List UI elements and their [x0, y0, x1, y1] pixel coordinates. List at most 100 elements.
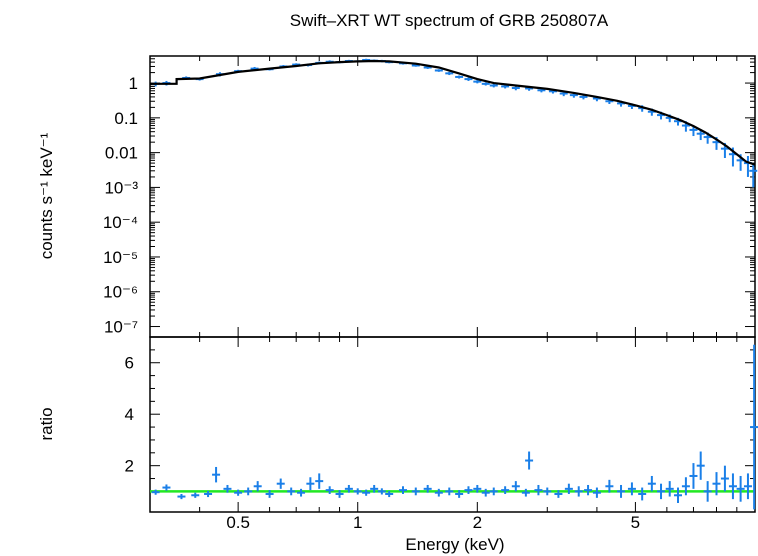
ratio-data-point: [750, 344, 758, 510]
ratio-data-point: [638, 487, 647, 501]
ratio-data-point: [743, 473, 752, 500]
x-tick-label-3: 5: [631, 513, 640, 532]
ratio-data-point: [434, 488, 443, 497]
x-axis-label: Energy (keV): [405, 535, 504, 554]
ratio-data-point: [212, 466, 221, 483]
ratio-data-point: [377, 488, 386, 495]
spectrum-data-point: [464, 77, 473, 81]
ratio-data-point: [511, 481, 520, 492]
y-tick-label-7: 10⁻⁷: [104, 318, 138, 337]
spectrum-data-points: [151, 58, 758, 188]
ratio-data-point: [712, 472, 721, 496]
ratio-data-point: [423, 484, 432, 493]
ratio-data-point: [627, 482, 636, 496]
ratio-data-point: [353, 488, 362, 495]
ratio-data-point: [728, 473, 737, 500]
ratio-data-point: [162, 484, 171, 491]
ratio-data-point: [464, 486, 473, 494]
ratio-data-point: [720, 465, 729, 492]
spectrum-plot-area: [149, 55, 756, 338]
y-tick-label-1: 0.1: [114, 109, 138, 128]
ratio-data-point: [543, 487, 552, 496]
ratio-data-point: [584, 484, 593, 496]
ratio-data-point: [276, 478, 285, 489]
ratio-data-point: [736, 475, 745, 502]
ratio-data-point: [344, 484, 353, 493]
ratio-data-point: [481, 488, 490, 497]
ratio-data-point: [554, 490, 563, 498]
ratio-data-point: [605, 479, 614, 493]
ratio-data-point: [204, 490, 213, 498]
ratio-data-point: [592, 487, 601, 498]
x-tick-label-1: 1: [353, 513, 362, 532]
ratio-data-point: [287, 487, 296, 496]
ratio-data-point: [564, 483, 573, 494]
ratio-data-point: [696, 451, 705, 480]
ratio-data-point: [681, 477, 690, 496]
ratio-data-point: [473, 484, 482, 493]
spectrum-model-curve: [150, 59, 756, 166]
ratio-data-point: [265, 490, 274, 498]
spectrum-panel: 1 0.1 0.01 10⁻³ 10⁻⁴ 10⁻⁵ 10⁻⁶ 10⁻⁷ counts s⁻¹ …: [37, 55, 758, 338]
spectrum-y-axis-label: counts s⁻¹ keV⁻¹: [37, 132, 56, 259]
y-tick-label-3: 10⁻³: [104, 178, 138, 197]
ratio-y-tick-label-0: 2: [125, 457, 134, 476]
y-tick-label-2: 0.01: [105, 144, 138, 163]
spectrum-data-point: [481, 82, 490, 86]
spectrum-data-point: [473, 80, 482, 84]
ratio-data-point: [521, 488, 530, 497]
ratio-data-point: [525, 451, 534, 470]
spectrum-data-point: [455, 75, 464, 79]
spectrum-data-point: [489, 83, 498, 88]
x-tick-label-0: 0.5: [226, 513, 250, 532]
ratio-data-point: [253, 481, 262, 492]
ratio-data-point: [306, 477, 315, 491]
ratio-data-point: [223, 484, 232, 493]
ratio-ticks: 0.5 1 2 5 2 4 6: [125, 336, 756, 532]
ratio-data-point: [574, 486, 583, 497]
ratio-data-point: [244, 487, 253, 496]
ratio-data-point: [325, 486, 334, 494]
spectrum-data-point: [511, 86, 520, 91]
ratio-data-point: [703, 481, 712, 502]
ratio-plot-area: [149, 336, 756, 513]
ratio-data-point: [191, 492, 200, 498]
y-tick-label-6: 10⁻⁶: [103, 283, 138, 302]
ratio-data-point: [398, 486, 407, 494]
ratio-data-point: [411, 487, 420, 496]
ratio-data-point: [689, 463, 698, 489]
ratio-data-point: [501, 486, 510, 494]
chart-title: Swift–XRT WT spectrum of GRB 250807A: [290, 11, 609, 30]
spectrum-data-point: [445, 71, 454, 76]
y-tick-label-4: 10⁻⁴: [103, 213, 138, 232]
ratio-data-point: [151, 489, 160, 495]
ratio-data-point: [534, 484, 543, 496]
spectrum-data-point: [749, 163, 758, 188]
ratio-y-axis-label: ratio: [37, 407, 56, 440]
ratio-data-point: [489, 487, 498, 496]
ratio-data-point: [617, 484, 626, 498]
spectrum-ticks: 1 0.1 0.01 10⁻³ 10⁻⁴ 10⁻⁵ 10⁻⁶ 10⁻⁷: [103, 55, 756, 337]
x-tick-label-2: 2: [473, 513, 482, 532]
ratio-y-tick-label-1: 4: [125, 405, 134, 424]
ratio-data-point: [297, 488, 306, 497]
ratio-data-point: [234, 489, 243, 496]
ratio-data-point: [370, 484, 379, 493]
ratio-data-point: [177, 493, 186, 500]
ratio-panel: 0.5 1 2 5 2 4 6 ratio Energy (keV): [37, 336, 758, 554]
ratio-data-point: [665, 481, 674, 497]
y-tick-label-5: 10⁻⁵: [103, 248, 138, 267]
ratio-data-point: [674, 487, 683, 503]
ratio-data-points: [151, 344, 758, 510]
ratio-data-point: [335, 490, 344, 498]
y-tick-label-0: 1: [129, 74, 138, 93]
ratio-data-point: [315, 473, 324, 489]
spectrum-data-point: [434, 69, 443, 72]
ratio-data-point: [647, 475, 656, 492]
ratio-data-point: [455, 490, 464, 498]
ratio-data-point: [657, 483, 666, 500]
ratio-data-point: [362, 489, 371, 496]
ratio-y-tick-label-2: 6: [125, 354, 134, 373]
ratio-data-point: [445, 487, 454, 496]
